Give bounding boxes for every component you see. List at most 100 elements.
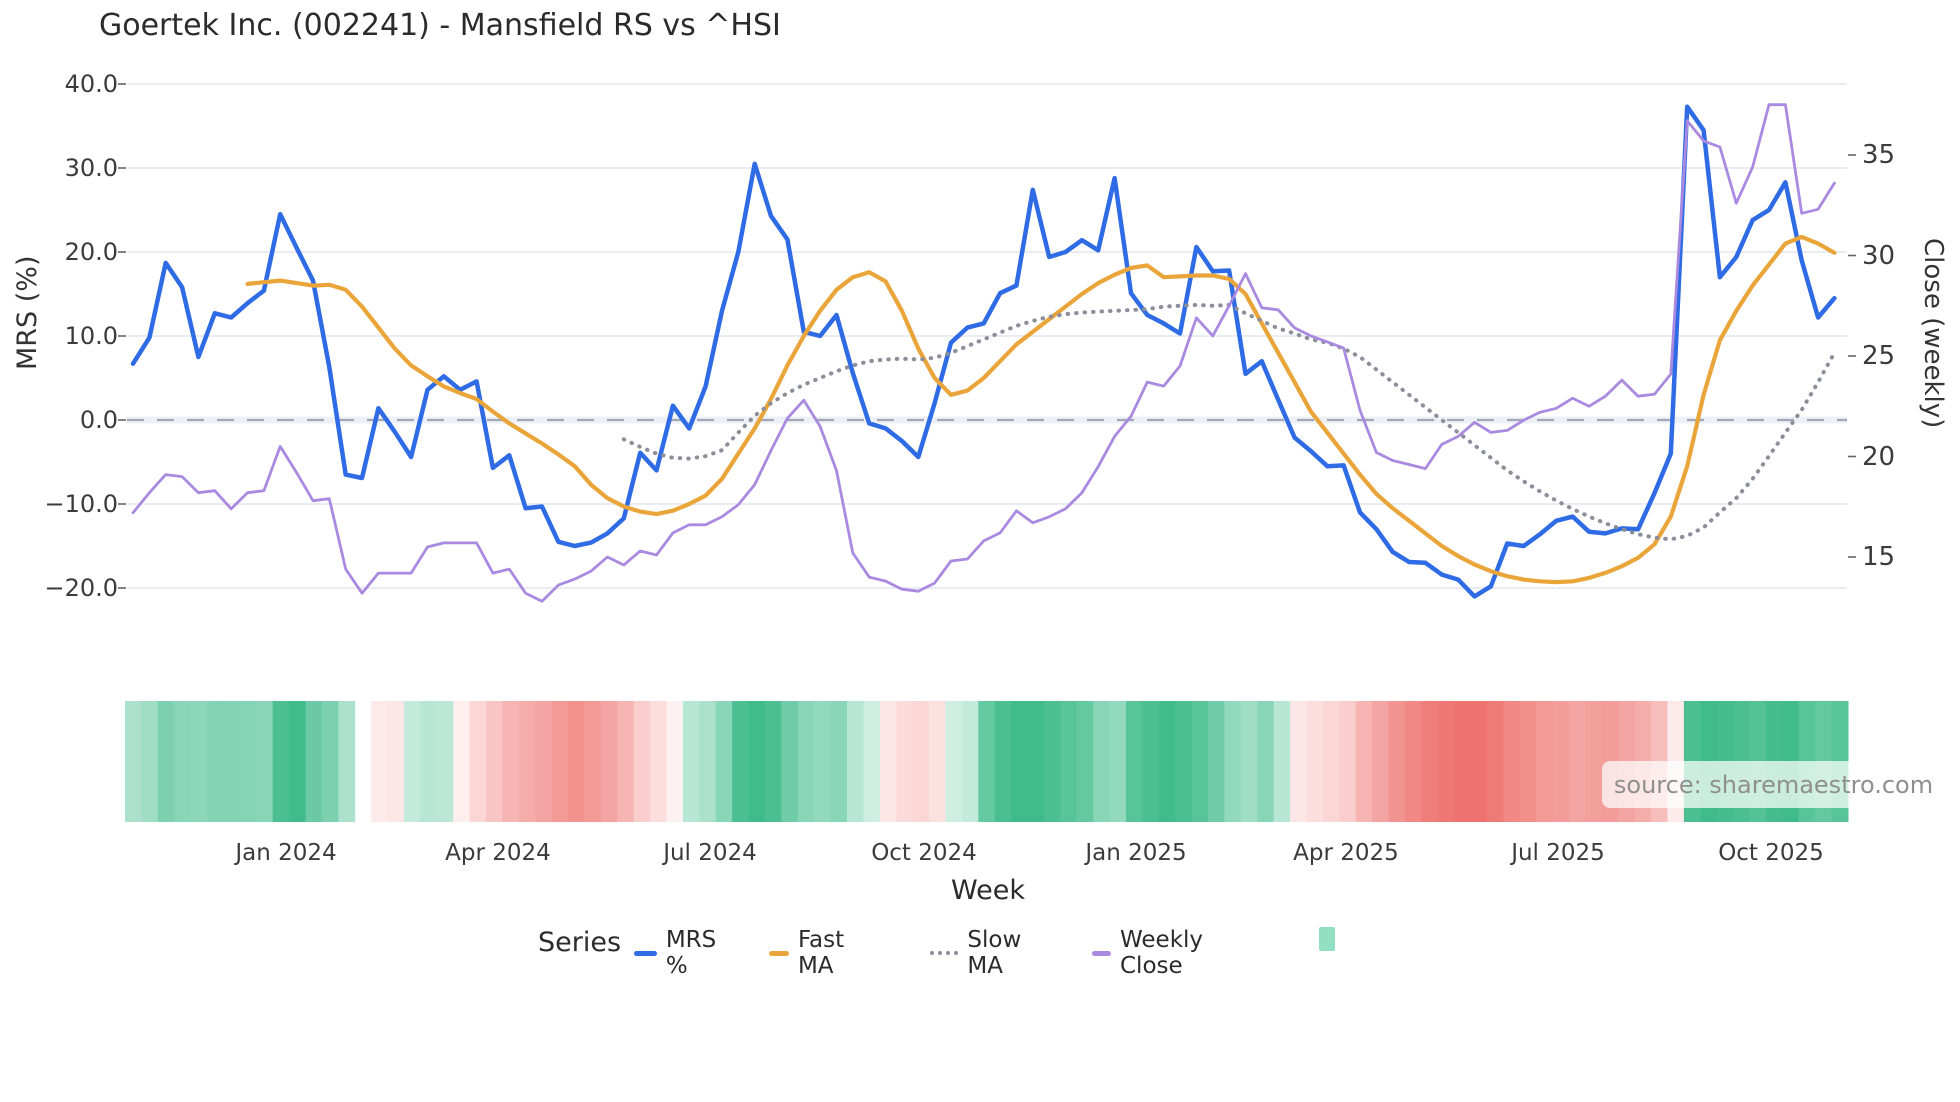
heat-strip-band: [371, 701, 389, 822]
heat-strip-band: [978, 701, 996, 822]
left-tick-label: 20.0: [64, 238, 118, 266]
heat-strip-band: [1552, 701, 1570, 822]
legend-title: Series: [538, 927, 622, 958]
heat-strip-band: [912, 701, 930, 822]
heat-strip-band: [305, 701, 323, 822]
x-tick-label: Apr 2025: [1293, 840, 1399, 866]
heat-strip-band: [797, 701, 815, 822]
heat-strip-band: [1486, 701, 1504, 822]
heat-strip-band: [732, 701, 750, 822]
heat-strip-band: [1585, 701, 1603, 822]
left-tick-label: −20.0: [44, 574, 118, 602]
legend-item-mrs-: MRS %: [634, 927, 724, 979]
heat-strip-band: [1027, 701, 1045, 822]
x-axis-label: Week: [951, 875, 1025, 906]
heat-strip-band: [633, 701, 651, 822]
right-tick-label: 30: [1862, 240, 1896, 271]
heat-strip-band: [1273, 701, 1291, 822]
heat-strip-band: [157, 701, 175, 822]
heat-strip-band: [961, 701, 979, 822]
heat-strip-band: [469, 701, 487, 822]
heat-strip-band: [239, 701, 257, 822]
heat-strip-band: [1125, 701, 1143, 822]
heat-strip-band: [600, 701, 618, 822]
heat-strip-band: [535, 701, 553, 822]
heat-strip-band: [896, 701, 914, 822]
heat-strip-band: [1043, 701, 1061, 822]
right-tick-label: 35: [1862, 140, 1896, 170]
heat-strip-band: [1060, 701, 1078, 822]
heat-strip-band: [1322, 701, 1340, 822]
heat-strip-band: [584, 701, 602, 822]
x-tick-label: Jan 2025: [1085, 840, 1187, 866]
heat-strip-band: [1306, 701, 1324, 822]
x-tick-label: Jul 2024: [663, 840, 757, 866]
heat-strip-band: [929, 701, 946, 822]
heat-strip-band: [650, 701, 668, 822]
heat-strip-band: [617, 701, 635, 822]
legend-line-swatch: [769, 950, 789, 956]
heat-strip-band: [1503, 701, 1521, 822]
legend-line-swatch: [1091, 950, 1111, 956]
heat-strip-band: [387, 701, 405, 822]
heat-strip-band: [486, 701, 503, 822]
heat-strip-band: [666, 701, 684, 822]
heat-strip-band: [781, 701, 799, 822]
heat-strip-band: [699, 701, 717, 822]
right-axis-label: Close (weekly): [1918, 238, 1948, 429]
legend-item-label: Weekly Close: [1120, 927, 1204, 979]
heat-strip-band: [945, 701, 963, 822]
heat-strip-band: [1454, 701, 1472, 822]
heat-strip-band: [190, 701, 208, 822]
heat-strip-band: [1158, 701, 1176, 822]
x-tick-label: Jul 2025: [1511, 840, 1605, 866]
heat-strip-band: [1339, 701, 1357, 822]
heat-strip-band: [453, 701, 471, 822]
heat-strip-band: [256, 701, 274, 822]
heat-strip-band: [1142, 701, 1160, 822]
heat-strip-band: [1569, 701, 1586, 822]
legend-item-fast-ma: Fast MA: [769, 927, 855, 979]
heat-strip-band: [879, 701, 897, 822]
left-tick-label: −10.0: [44, 490, 118, 518]
heat-strip-band: [1355, 701, 1373, 822]
heat-strip-band: [502, 701, 520, 822]
heat-strip-band: [1404, 701, 1422, 822]
x-tick-label: Apr 2024: [445, 840, 551, 866]
heat-strip-band: [1372, 701, 1390, 822]
heat-strip-band: [1421, 701, 1439, 822]
heat-strip-band: [1076, 701, 1094, 822]
series-weekly-close: [131, 103, 1836, 603]
heat-strip-band: [1536, 701, 1554, 822]
heat-strip-band: [1011, 701, 1029, 822]
heat-strip-band: [830, 701, 848, 822]
legend-heat-swatch: [1319, 927, 1336, 951]
legend-dotted-swatch: [930, 951, 959, 955]
heat-strip-band: [1437, 701, 1455, 822]
heat-strip-band: [223, 701, 241, 822]
legend-item-label: MRS %: [665, 927, 717, 979]
right-tick-label: 15: [1862, 542, 1896, 572]
left-tick-label: 10.0: [64, 322, 118, 350]
legend-item-slow-ma: Slow MA: [930, 927, 1021, 979]
heat-strip-band: [420, 701, 438, 822]
heat-strip-band: [289, 701, 307, 822]
heat-strip-band: [863, 701, 881, 822]
legend-line-swatch: [634, 950, 657, 956]
heat-strip-band: [1191, 701, 1209, 822]
legend-item-heat: [1319, 927, 1336, 951]
legend-title-wrap: Series: [538, 927, 621, 958]
heat-strip-band: [764, 701, 782, 822]
heat-strip-band: [1109, 701, 1127, 822]
heat-strip-band: [1175, 701, 1193, 822]
x-tick-label: Oct 2025: [1718, 840, 1824, 866]
chart-title: Goertek Inc. (002241) - Mansfield RS vs …: [99, 8, 781, 43]
heat-strip-band: [518, 701, 536, 822]
heat-strip-band: [1470, 701, 1488, 822]
series-fast-ma: [245, 234, 1837, 585]
heat-strip-band: [551, 701, 569, 822]
heat-strip-band: [1224, 701, 1242, 822]
legend-item-label: Fast MA: [797, 927, 845, 979]
heat-strip-band: [847, 701, 864, 822]
